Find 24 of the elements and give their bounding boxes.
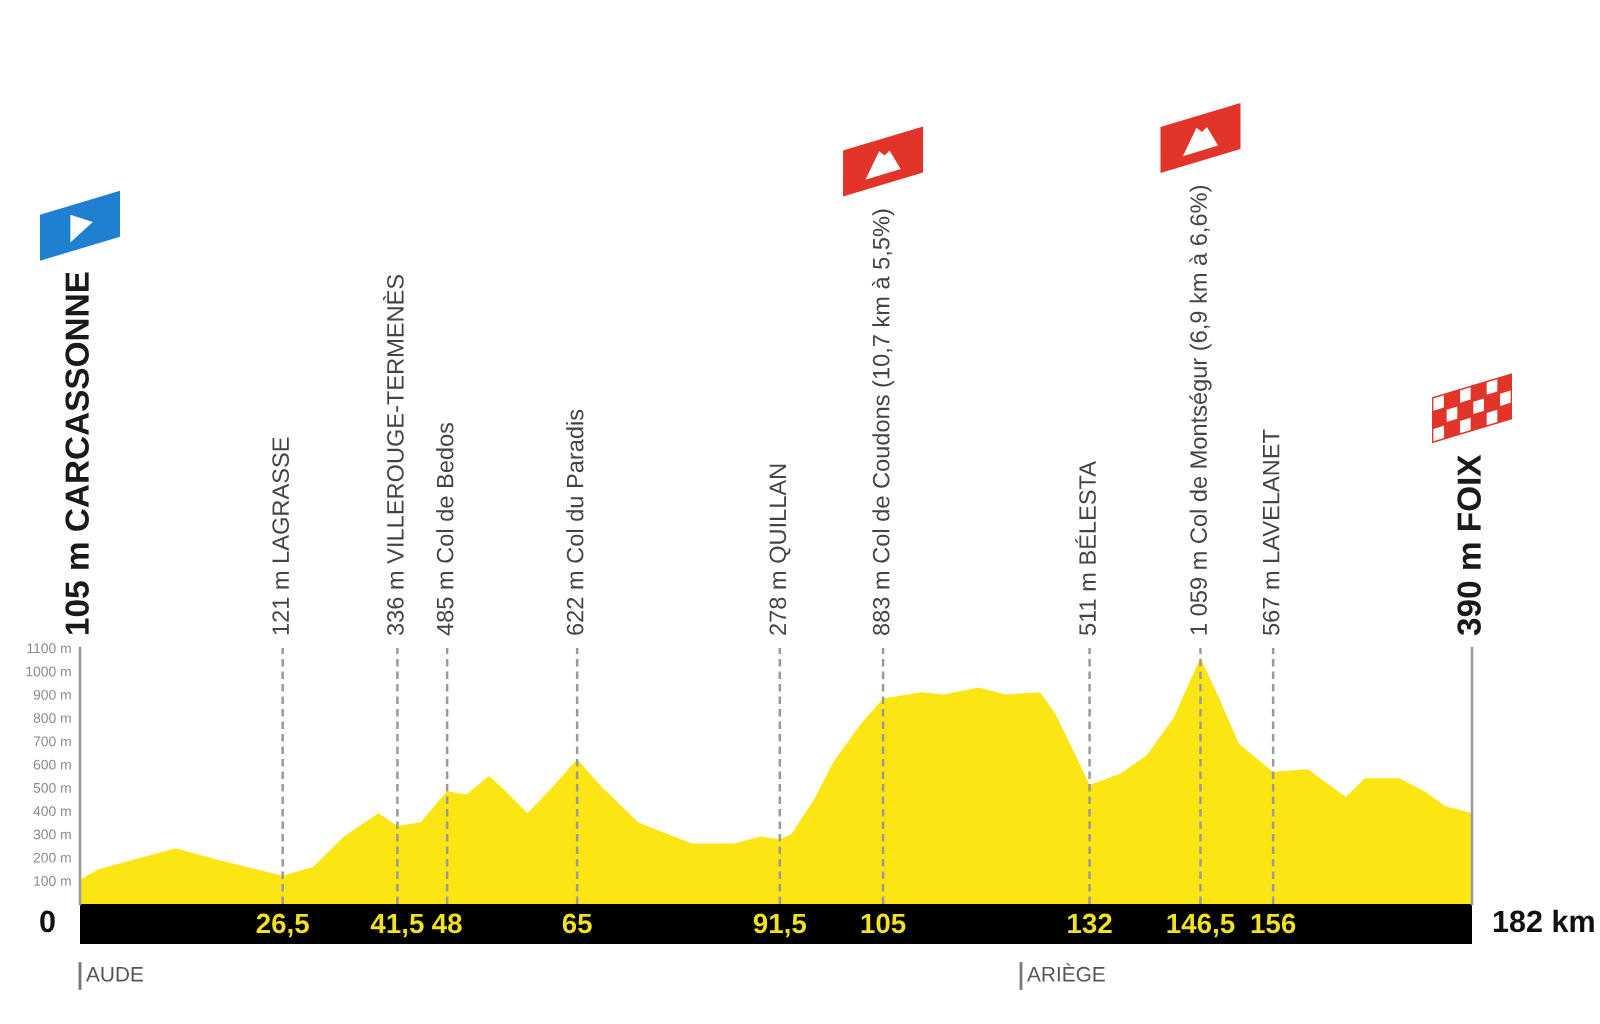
ref-line-label: 622 m Col du Paradis: [566, 409, 584, 635]
x-tick-label: 65: [562, 913, 592, 934]
x-tick-label: 105: [861, 913, 906, 934]
x-tick-label: 41,5: [370, 913, 424, 938]
ref-line-label: 121 m LAGRASSE: [272, 437, 290, 635]
ref-line-label: 485 m Col de Bedos: [436, 422, 454, 636]
ref-line-label: 278 m QUILLAN: [769, 464, 791, 635]
ref-line-label: 883 m Col de Coudons (10,7 km à 5,5%): [871, 209, 895, 635]
ref-line-label: 105 m CARCASSONNE: [65, 272, 89, 634]
ref-line-label: 390 m FOIX: [1457, 454, 1481, 636]
ref-line-label: 1 059 m Col de Montségur (6,9 km à 6,6%): [1189, 186, 1212, 635]
text: 0: [40, 910, 55, 933]
ref-line-label: 336 m VILLEROUGE-TERMENÈS: [383, 274, 404, 636]
x-tick-label: 26,5: [256, 913, 309, 938]
text: ARIÈGE: [1027, 963, 1105, 982]
x-tick-label: 146,5: [1167, 913, 1235, 938]
x-tick-label: 132: [1068, 913, 1112, 934]
ref-line-label: 511 m BÉLESTA: [1075, 461, 1096, 636]
ref-line-label: 567 m LAVELANET: [1262, 429, 1280, 636]
text: 182 km: [1493, 909, 1594, 933]
x-tick-label: 156: [1251, 913, 1296, 934]
text: AUDE: [86, 967, 143, 982]
x-tick-label: 91,5: [753, 913, 807, 938]
x-tick-label: 48: [432, 913, 462, 934]
